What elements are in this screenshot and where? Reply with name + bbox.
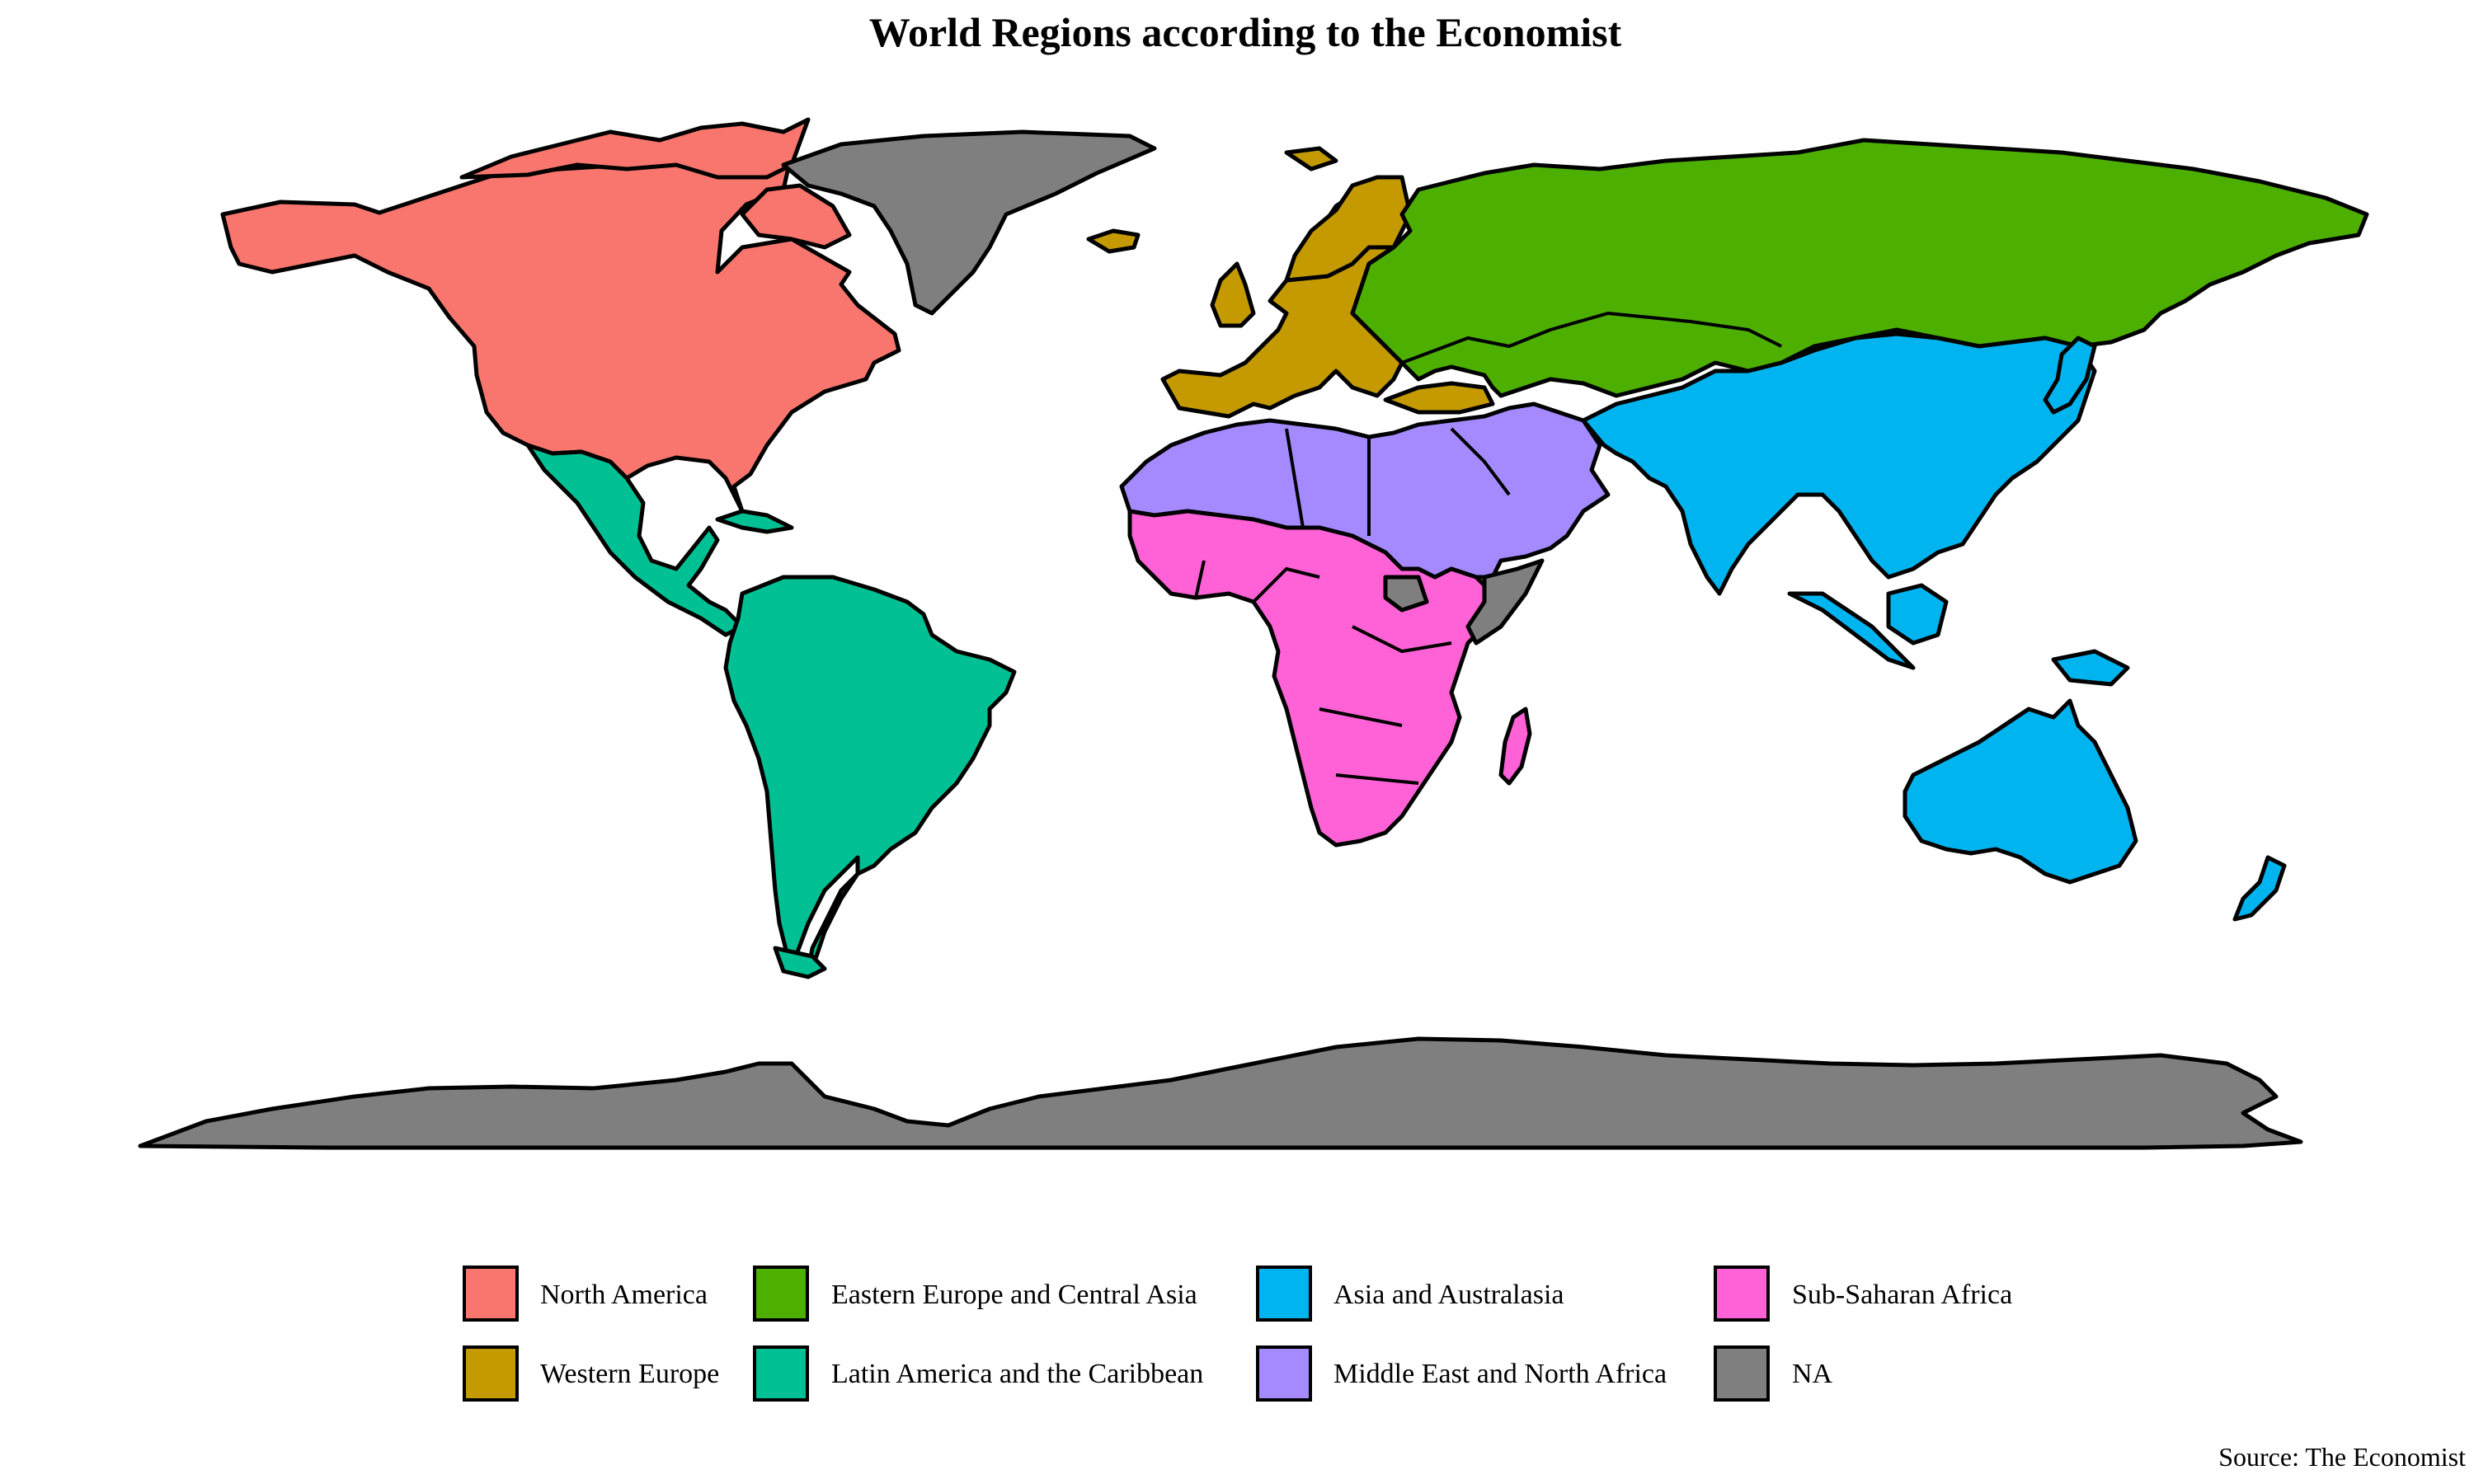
legend-label: Middle East and North Africa — [1333, 1359, 1667, 1389]
map-regions — [138, 117, 2369, 1150]
region-south-sudan — [1383, 575, 1429, 613]
legend-label: NA — [1792, 1359, 1833, 1389]
legend-swatch — [1714, 1266, 1770, 1322]
region-somalia — [1465, 558, 1545, 646]
legend-item: Sub-Saharan Africa — [1714, 1266, 2012, 1322]
legend-item: Latin America and the Caribbean — [753, 1345, 1203, 1402]
region-north-america-arctic — [459, 117, 811, 180]
legend-label: Latin America and the Caribbean — [831, 1359, 1203, 1389]
legend-label: Western Europe — [540, 1359, 719, 1389]
border-africa — [1194, 560, 1452, 785]
legend-item: Western Europe — [463, 1345, 719, 1402]
legend-swatch — [1256, 1345, 1312, 1402]
region-south-america — [723, 575, 1017, 975]
region-north-america-baffin — [740, 183, 852, 250]
border-arabia — [1285, 427, 1511, 536]
legend-item: NA — [1714, 1345, 1833, 1402]
legend-label: North America — [540, 1280, 708, 1310]
region-indonesia — [1787, 591, 1916, 670]
region-australia — [1903, 698, 2138, 885]
region-borneo — [1886, 583, 1949, 646]
region-greenland — [781, 129, 1157, 316]
legend-swatch — [753, 1266, 809, 1322]
region-scandinavia — [1284, 175, 1413, 283]
region-tierra-del-fuego — [773, 946, 827, 979]
region-turkey — [1383, 381, 1495, 415]
legend-swatch — [1714, 1345, 1770, 1402]
region-uk — [1210, 261, 1256, 328]
legend-label: Sub-Saharan Africa — [1792, 1280, 2012, 1310]
region-svalbard — [1284, 146, 1338, 171]
legend-swatch — [1256, 1266, 1312, 1322]
region-japan — [2043, 336, 2097, 415]
legend-item: Eastern Europe and Central Asia — [753, 1266, 1197, 1322]
region-iceland — [1086, 228, 1141, 254]
map-legend: North America Eastern Europe and Central… — [463, 1266, 2012, 1402]
region-madagascar — [1498, 707, 1532, 786]
legend-item: Asia and Australasia — [1256, 1266, 1564, 1322]
legend-swatch — [463, 1345, 519, 1402]
region-mexico-central-america — [525, 443, 745, 637]
map-title: World Regions according to the Economist — [869, 9, 1622, 55]
border-kazakhstan — [1401, 311, 1782, 364]
region-asia — [1581, 331, 2097, 596]
region-new-zealand — [2232, 855, 2287, 922]
legend-label: Asia and Australasia — [1333, 1280, 1564, 1310]
region-new-guinea — [2051, 649, 2130, 687]
legend-swatch — [463, 1266, 519, 1322]
source-caption: Source: The Economist — [2218, 1442, 2466, 1472]
region-antarctica — [138, 1036, 2303, 1150]
legend-swatch — [753, 1345, 809, 1402]
legend-label: Eastern Europe and Central Asia — [831, 1280, 1197, 1310]
region-cuba — [715, 509, 794, 534]
legend-item: North America — [463, 1266, 708, 1322]
legend-item: Middle East and North Africa — [1256, 1345, 1667, 1402]
